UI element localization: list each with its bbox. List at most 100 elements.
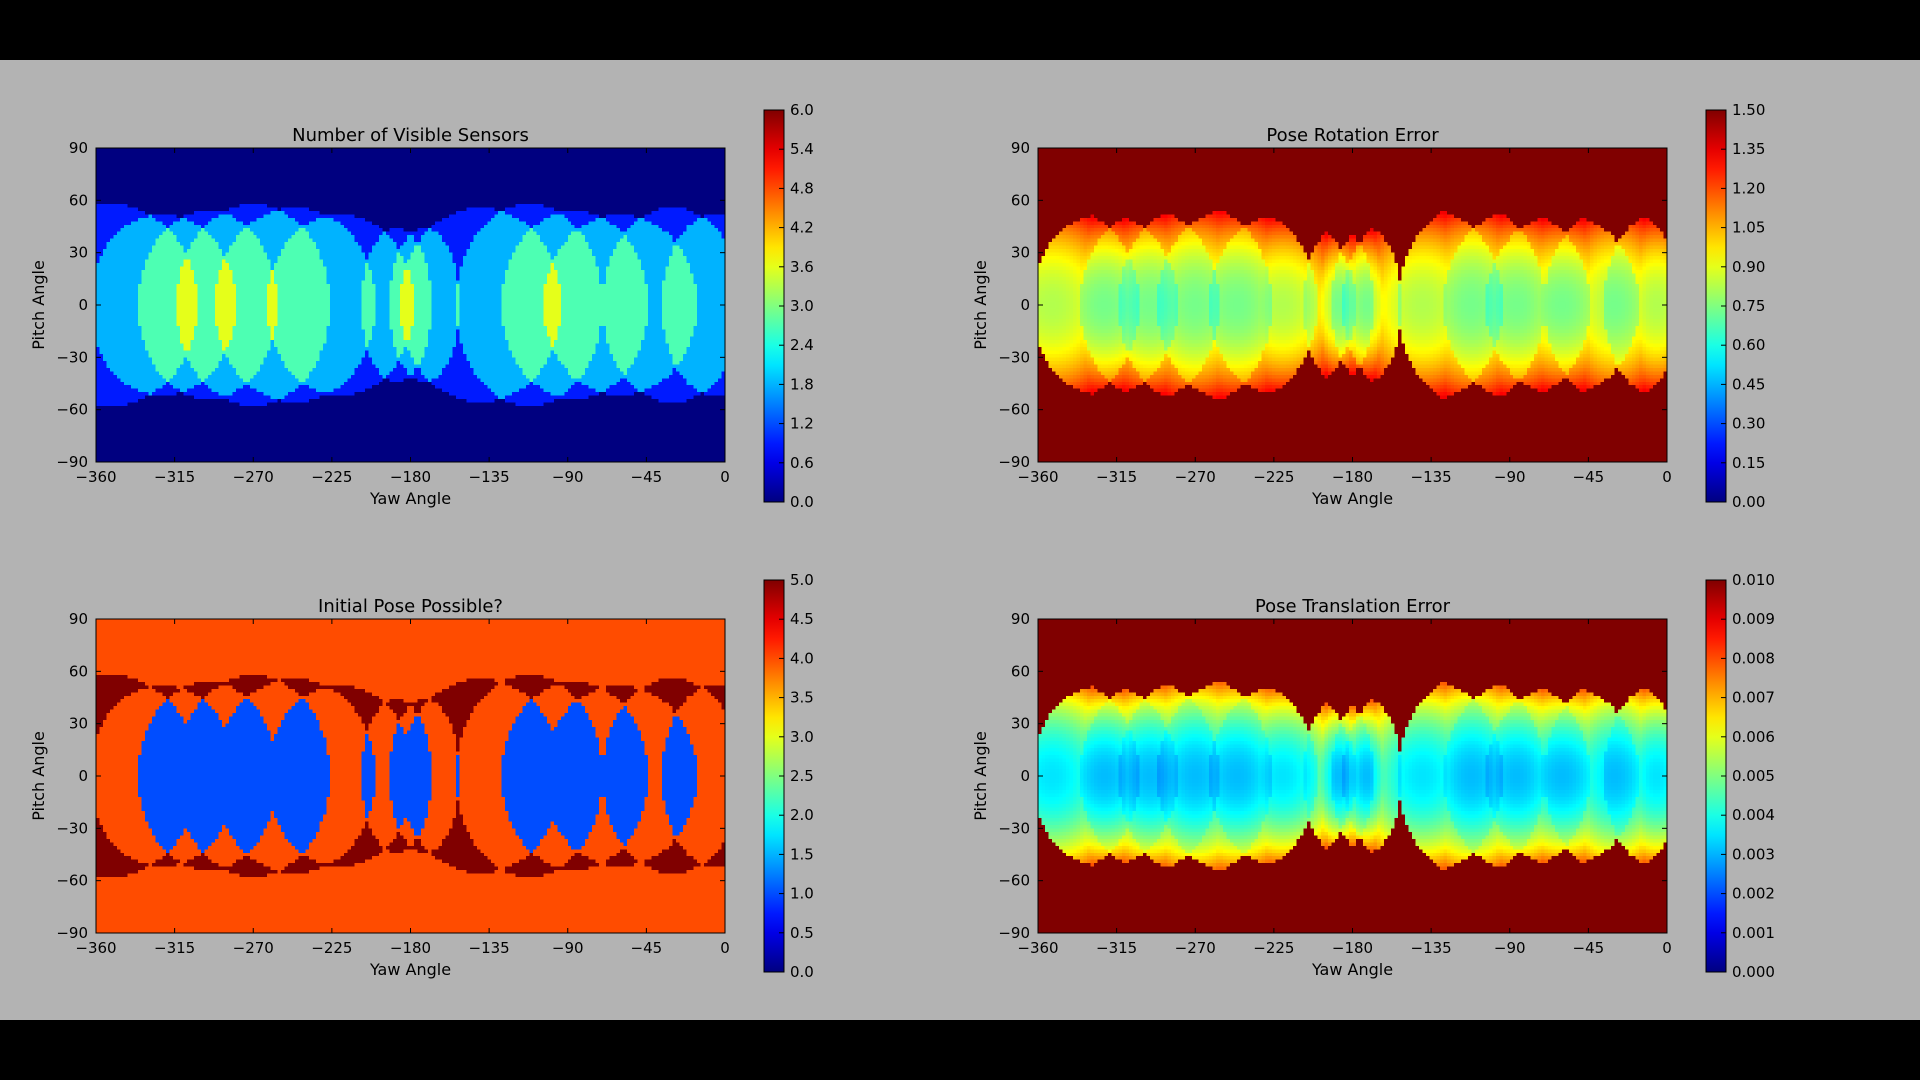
x-tick-label: −225 bbox=[311, 468, 352, 486]
colorbar-tick-label: 2.4 bbox=[790, 336, 814, 354]
colorbar-tick-label: 0.60 bbox=[1732, 336, 1765, 354]
y-tick-label: 90 bbox=[69, 610, 88, 628]
x-tick-label: 0 bbox=[1662, 939, 1672, 957]
x-tick-label: 0 bbox=[720, 468, 730, 486]
y-tick-label: −30 bbox=[56, 819, 88, 837]
colorbar-tick-label: 4.5 bbox=[790, 610, 814, 628]
y-tick-label: 90 bbox=[69, 139, 88, 157]
chart-title: Pose Translation Error bbox=[1255, 596, 1451, 617]
x-tick-label: −270 bbox=[233, 939, 274, 957]
colorbar-tick-label: 5.0 bbox=[790, 571, 814, 589]
heatmap-image bbox=[96, 619, 725, 933]
colorbar-tick-label: 1.2 bbox=[790, 415, 814, 433]
x-tick-label: −135 bbox=[469, 939, 510, 957]
x-tick-label: −45 bbox=[631, 468, 663, 486]
y-tick-label: 30 bbox=[1011, 244, 1030, 262]
colorbar-tick-label: 0.003 bbox=[1732, 845, 1775, 863]
y-tick-label: 0 bbox=[78, 296, 88, 314]
colorbar-tick-label: 0.009 bbox=[1732, 610, 1775, 628]
x-tick-label: −225 bbox=[311, 939, 352, 957]
y-tick-label: 0 bbox=[1020, 296, 1030, 314]
x-tick-label: −45 bbox=[1573, 468, 1605, 486]
x-tick-label: −360 bbox=[75, 468, 116, 486]
x-tick-label: −360 bbox=[1017, 468, 1058, 486]
y-tick-label: −60 bbox=[56, 872, 88, 890]
y-tick-label: −90 bbox=[998, 453, 1030, 471]
y-tick-label: 30 bbox=[1011, 715, 1030, 733]
colorbar-tick-label: 0.0 bbox=[790, 963, 814, 981]
y-tick-label: 0 bbox=[78, 767, 88, 785]
x-tick-label: −315 bbox=[1096, 939, 1137, 957]
x-tick-label: −180 bbox=[390, 468, 431, 486]
x-tick-label: −270 bbox=[1175, 939, 1216, 957]
colorbar-tick-label: 3.6 bbox=[790, 258, 814, 276]
y-tick-label: 60 bbox=[1011, 662, 1030, 680]
figure: Number of Visible Sensors −360 −315 −270 −22… bbox=[0, 60, 1920, 1020]
y-tick-label: −90 bbox=[998, 924, 1030, 942]
x-axis-label: Yaw Angle bbox=[1311, 489, 1393, 508]
colorbar-tick-label: 1.5 bbox=[790, 845, 814, 863]
chart-panel-2: Pose Rotation Error −360 −315 −270 −225 −180 −… bbox=[971, 101, 1765, 511]
x-tick-label: −315 bbox=[154, 939, 195, 957]
x-tick-label: −270 bbox=[233, 468, 274, 486]
heatmap-image bbox=[1038, 619, 1667, 933]
y-tick-label: 0 bbox=[1020, 767, 1030, 785]
x-axis-label: Yaw Angle bbox=[369, 960, 451, 979]
x-tick-label: −90 bbox=[1494, 939, 1526, 957]
x-tick-label: −180 bbox=[1332, 468, 1373, 486]
colorbar-tick-label: 1.20 bbox=[1732, 179, 1765, 197]
x-tick-label: −135 bbox=[469, 468, 510, 486]
colorbar-tick-label: 3.0 bbox=[790, 297, 814, 315]
chart-panel-4: Pose Translation Error −360 −315 −270 −225 −1… bbox=[971, 571, 1775, 981]
y-tick-label: −60 bbox=[998, 401, 1030, 419]
y-tick-label: 30 bbox=[69, 244, 88, 262]
x-tick-label: −90 bbox=[552, 468, 584, 486]
colorbar-tick-label: 0.5 bbox=[790, 924, 814, 942]
colorbar-tick-label: 0.008 bbox=[1732, 649, 1775, 667]
colorbar-tick-label: 3.5 bbox=[790, 689, 814, 707]
y-axis-label: Pitch Angle bbox=[29, 731, 48, 821]
x-tick-label: −360 bbox=[1017, 939, 1058, 957]
colorbar-tick-label: 1.8 bbox=[790, 375, 814, 393]
x-tick-label: −315 bbox=[1096, 468, 1137, 486]
chart-panel-3: Initial Pose Possible? −360 −315 −270 −225 −1… bbox=[29, 571, 814, 981]
chart-title: Number of Visible Sensors bbox=[292, 125, 529, 146]
colorbar-tick-label: 0.15 bbox=[1732, 454, 1765, 472]
colorbar-tick-label: 5.4 bbox=[790, 140, 814, 158]
x-tick-label: 0 bbox=[1662, 468, 1672, 486]
x-tick-label: −225 bbox=[1253, 468, 1294, 486]
y-tick-label: −30 bbox=[998, 348, 1030, 366]
colorbar-tick-label: 0.005 bbox=[1732, 767, 1775, 785]
chart-title: Pose Rotation Error bbox=[1266, 125, 1439, 146]
x-axis-label: Yaw Angle bbox=[1311, 960, 1393, 979]
y-tick-label: −90 bbox=[56, 924, 88, 942]
x-tick-label: −135 bbox=[1411, 939, 1452, 957]
y-tick-label: 90 bbox=[1011, 139, 1030, 157]
y-axis-label: Pitch Angle bbox=[971, 731, 990, 821]
colorbar-tick-label: 0.00 bbox=[1732, 493, 1765, 511]
x-tick-label: −90 bbox=[1494, 468, 1526, 486]
colorbar-tick-label: 1.50 bbox=[1732, 101, 1765, 119]
colorbar-tick-label: 0.001 bbox=[1732, 924, 1775, 942]
colorbar-tick-label: 1.0 bbox=[790, 885, 814, 903]
colorbar-tick-label: 6.0 bbox=[790, 101, 814, 119]
colorbar-tick-label: 4.2 bbox=[790, 219, 814, 237]
colorbar-tick-label: 0.45 bbox=[1732, 375, 1765, 393]
x-tick-label: 0 bbox=[720, 939, 730, 957]
colorbar-tick-label: 0.000 bbox=[1732, 963, 1775, 981]
y-tick-label: −30 bbox=[998, 819, 1030, 837]
colorbar-tick-label: 4.0 bbox=[790, 649, 814, 667]
colorbar-tick-label: 2.5 bbox=[790, 767, 814, 785]
y-tick-label: 30 bbox=[69, 715, 88, 733]
x-tick-label: −180 bbox=[390, 939, 431, 957]
colorbar-tick-label: 0.75 bbox=[1732, 297, 1765, 315]
x-tick-label: −180 bbox=[1332, 939, 1373, 957]
y-axis-label: Pitch Angle bbox=[29, 260, 48, 350]
chart-figure-svg: Number of Visible Sensors −360 −315 −270 −22… bbox=[29, 101, 1775, 981]
y-tick-label: 90 bbox=[1011, 610, 1030, 628]
x-tick-label: −315 bbox=[154, 468, 195, 486]
chart-panel-1: Number of Visible Sensors −360 −315 −270 −22… bbox=[29, 101, 814, 511]
heatmap-image bbox=[96, 148, 725, 462]
colorbar-tick-label: 0.002 bbox=[1732, 885, 1775, 903]
x-tick-label: −135 bbox=[1411, 468, 1452, 486]
